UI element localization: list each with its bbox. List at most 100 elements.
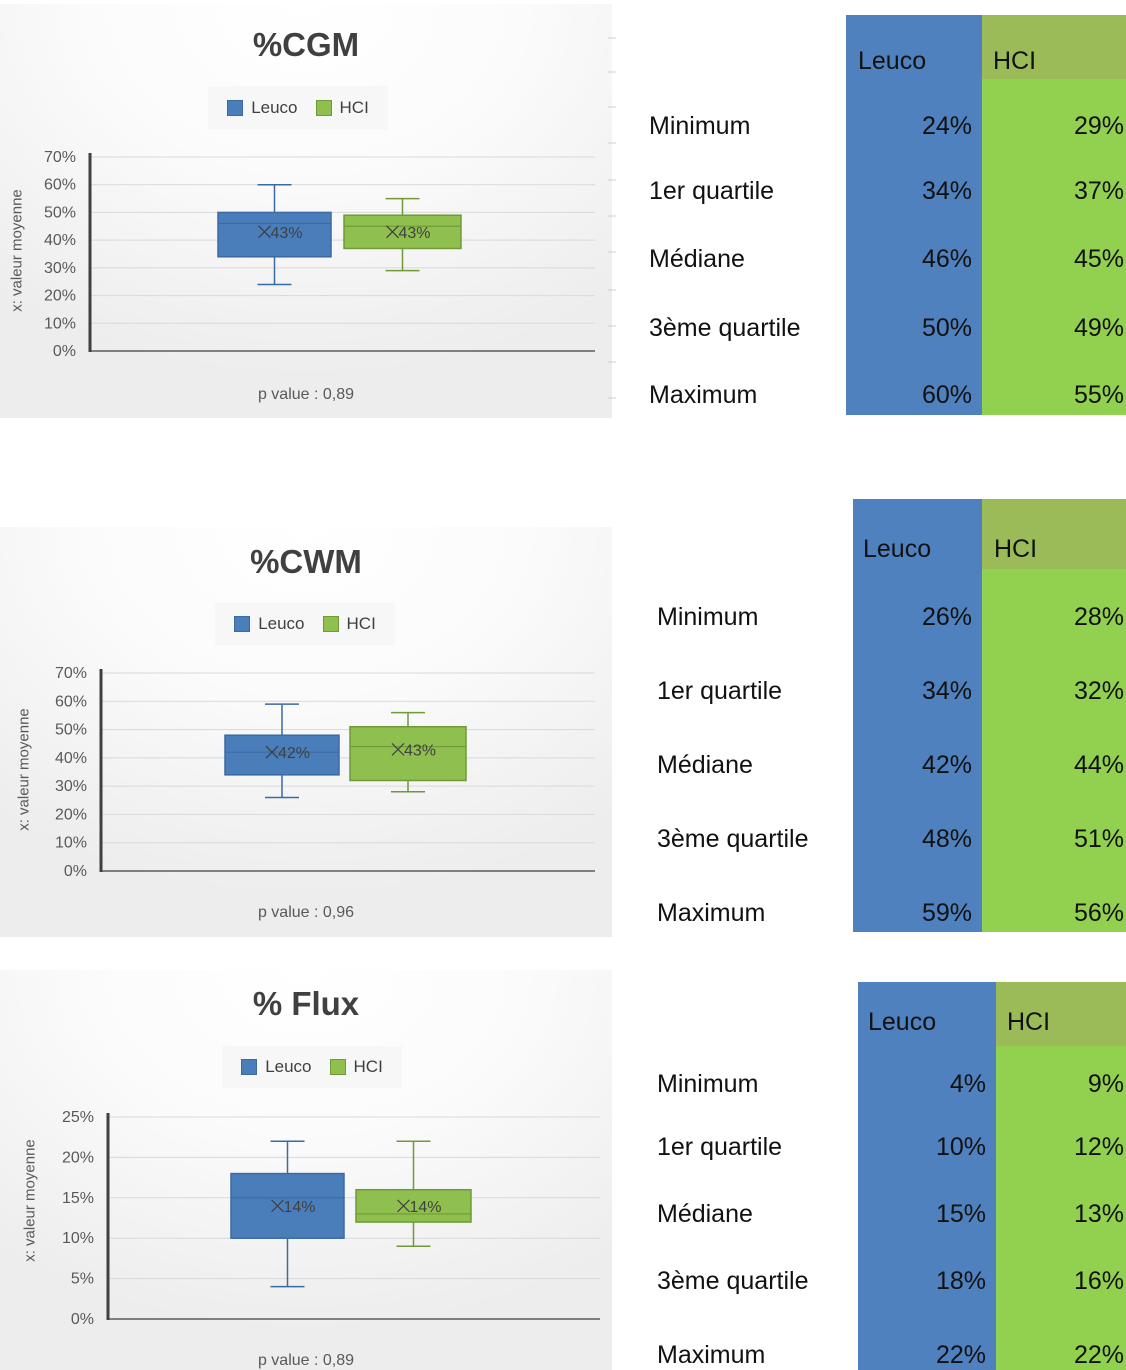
table-cell-hci: 22% — [1073, 1341, 1124, 1369]
header-leuco: Leuco — [868, 1008, 937, 1036]
table-row-label: 3ème quartile — [657, 825, 809, 853]
mean-label-leuco: 43% — [271, 225, 303, 242]
table-cell-leuco: 46% — [921, 245, 972, 273]
table-cell-hci: 51% — [1073, 825, 1124, 853]
y-tick-label: 15% — [62, 1190, 94, 1207]
legend-swatch-hci — [315, 100, 332, 116]
legend-label-leuco: Leuco — [265, 1057, 312, 1076]
legend-swatch-leuco — [241, 1059, 258, 1075]
y-tick-label: 10% — [55, 835, 87, 852]
y-tick-label: 20% — [55, 806, 87, 823]
table-row-label: Maximum — [657, 899, 766, 927]
box-leuco — [230, 1172, 345, 1239]
chart-cwm: %CWM Leuco HCI x: valeur moyenne 0% 10% 20… — [0, 527, 612, 937]
table-cell-hci: 16% — [1073, 1267, 1124, 1295]
legend-item-leuco: Leuco — [234, 614, 305, 634]
y-tick-label: 0% — [64, 863, 87, 880]
hci-column — [982, 15, 1126, 415]
panel-cwm: %CWM Leuco HCI x: valeur moyenne 0% 10% 20… — [0, 497, 1126, 942]
table-cell-leuco: 4% — [949, 1070, 986, 1098]
legend-label-hci: HCI — [346, 614, 376, 633]
legend-label-leuco: Leuco — [258, 614, 305, 633]
y-tick-label: 50% — [44, 204, 76, 221]
leuco-column — [853, 499, 982, 932]
y-tick-label: 50% — [55, 722, 87, 739]
box-leuco — [224, 734, 340, 776]
legend-item-leuco: Leuco — [227, 98, 298, 118]
table-cell-leuco: 15% — [935, 1200, 986, 1228]
table-cell-leuco: 48% — [921, 825, 972, 853]
legend-swatch-hci — [322, 616, 339, 632]
header-hci: HCI — [993, 47, 1037, 75]
stats-table-cwm: Leuco HCI Minimum 26% 28% 1er quartile 34% 32… — [0, 497, 1126, 942]
table-cell-hci: 28% — [1073, 603, 1124, 631]
table-cell-hci: 56% — [1073, 899, 1124, 927]
box-plot-area: 0% 10% 20% 30% 40% 50% 60% 70% 43% 43% — [44, 149, 595, 360]
y-tick-label: 40% — [44, 232, 76, 249]
table-cell-leuco: 26% — [921, 603, 972, 631]
table-cell-hci: 45% — [1073, 245, 1124, 273]
header-hci: HCI — [994, 535, 1038, 563]
table-cell-hci: 55% — [1073, 381, 1124, 409]
table-row-label: Médiane — [657, 1200, 753, 1228]
chart-title: %CGM — [252, 26, 360, 63]
box-hci — [343, 214, 462, 250]
box-leuco — [217, 211, 332, 258]
table-cell-leuco: 10% — [935, 1133, 986, 1161]
table-row-label: Médiane — [649, 245, 745, 273]
chart-legend: Leuco HCI — [208, 86, 388, 130]
table-row-label: 3ème quartile — [649, 314, 801, 342]
y-tick-label: 0% — [71, 1311, 94, 1328]
mean-marker-hci — [386, 225, 399, 239]
legend-label-hci: HCI — [339, 98, 369, 117]
hci-header-cell — [982, 15, 1126, 79]
leuco-column — [858, 982, 996, 1370]
header-leuco: Leuco — [863, 535, 932, 563]
chart-flux: % Flux Leuco HCI x: valeur moyenne 0% 5% 1… — [0, 970, 612, 1370]
mean-label-leuco: 14% — [284, 1199, 316, 1216]
table-cell-hci: 49% — [1073, 314, 1124, 342]
table-cell-hci: 13% — [1073, 1200, 1124, 1228]
table-cell-hci: 29% — [1073, 112, 1124, 140]
table-row-label: 1er quartile — [657, 1133, 783, 1161]
chart-title: %CWM — [250, 543, 362, 580]
table-row-label: Médiane — [657, 751, 753, 779]
chart-legend: Leuco HCI — [215, 603, 395, 645]
y-tick-label: 40% — [55, 750, 87, 767]
legend-label-hci: HCI — [353, 1057, 383, 1076]
y-tick-label: 10% — [44, 315, 76, 332]
table-row-label: 1er quartile — [657, 677, 783, 705]
hci-column — [996, 982, 1126, 1370]
mean-label-hci: 14% — [410, 1199, 442, 1216]
legend-item-hci: HCI — [315, 98, 369, 118]
table-cell-hci: 32% — [1073, 677, 1124, 705]
panel-cgm: %CGM Leuco HCI x: valeur moyenne 0% 10% 20… — [0, 0, 1126, 420]
table-row-label: 1er quartile — [649, 177, 775, 205]
mean-marker-leuco — [258, 225, 271, 239]
table-row-label: Minimum — [657, 1070, 759, 1098]
table-cell-hci: 37% — [1073, 177, 1124, 205]
stats-table-cgm: Leuco HCI Minimum 24% 29% 1er quartile 34% 37… — [0, 0, 1126, 420]
stats-table-flux: Leuco HCI Minimum 4% 9% 1er quartile 10% 12% M… — [0, 965, 1126, 1370]
table-cell-hci: 9% — [1087, 1070, 1124, 1098]
mean-marker-leuco — [265, 745, 279, 759]
p-value-annotation: p value : 0,89 — [257, 386, 355, 403]
legend-swatch-hci — [329, 1059, 346, 1075]
table-cell-hci: 44% — [1073, 751, 1124, 779]
mean-label-hci: 43% — [399, 225, 431, 242]
leuco-column — [846, 15, 982, 415]
y-tick-label: 0% — [53, 343, 76, 360]
legend-item-leuco: Leuco — [241, 1057, 312, 1077]
y-tick-label: 10% — [62, 1230, 94, 1247]
table-row-label: 3ème quartile — [657, 1267, 809, 1295]
y-tick-label: 70% — [55, 665, 87, 682]
y-tick-label: 25% — [62, 1109, 94, 1126]
p-value-annotation: p value : 0,89 — [257, 1352, 355, 1369]
legend-item-hci: HCI — [329, 1057, 383, 1077]
table-cell-leuco: 22% — [935, 1341, 986, 1369]
hci-header-cell — [996, 982, 1126, 1046]
mean-marker-hci — [397, 1199, 410, 1213]
mean-label-leuco: 42% — [278, 745, 310, 762]
chart-title: % Flux — [252, 985, 360, 1022]
legend-swatch-leuco — [234, 616, 251, 632]
